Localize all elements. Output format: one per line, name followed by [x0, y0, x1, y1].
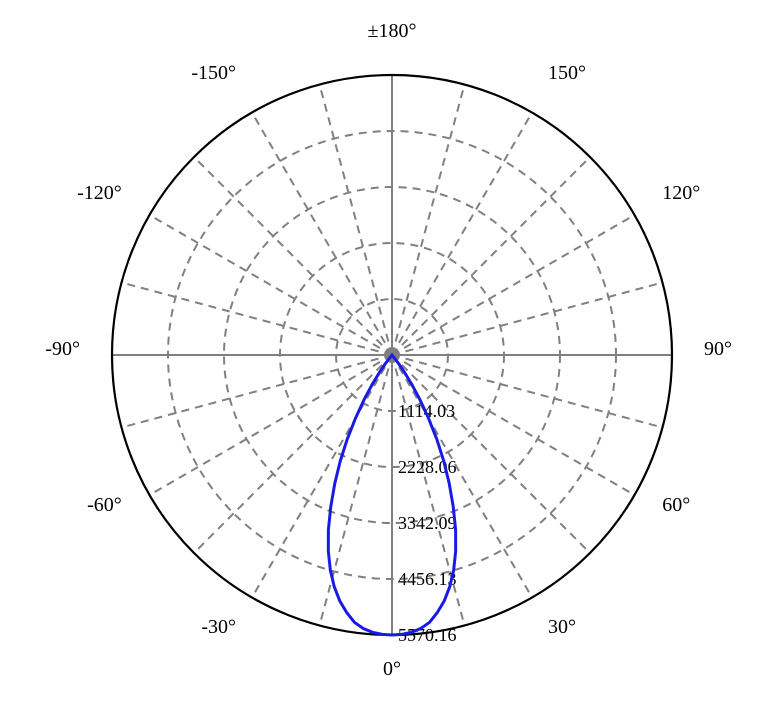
spoke — [320, 85, 392, 355]
spoke — [392, 113, 532, 355]
spoke — [252, 113, 392, 355]
spoke — [194, 157, 392, 355]
spoke — [252, 355, 392, 597]
spoke — [194, 355, 392, 553]
spoke — [392, 283, 662, 355]
angle-label: 150° — [548, 62, 586, 84]
spoke — [392, 85, 464, 355]
angle-label: 30° — [548, 616, 576, 638]
spoke — [320, 355, 392, 625]
ring-label: 4456.13 — [398, 569, 457, 589]
spoke — [392, 215, 634, 355]
angle-label: -90° — [45, 338, 80, 360]
ring-label: 3342.09 — [398, 513, 457, 533]
angle-label: 60° — [662, 494, 690, 516]
angle-label: ±180° — [368, 20, 417, 42]
angle-label: -60° — [87, 494, 122, 516]
angle-label: 90° — [704, 338, 732, 360]
spoke — [392, 157, 590, 355]
angle-label: -150° — [191, 62, 236, 84]
angle-label: 0° — [383, 658, 401, 680]
spoke — [150, 215, 392, 355]
ring-label: 5570.16 — [398, 625, 457, 645]
polar-chart: 1114.032228.063342.094456.135570.16±180°… — [0, 0, 784, 711]
spoke — [122, 355, 392, 427]
spoke — [122, 283, 392, 355]
angle-label: -120° — [77, 182, 122, 204]
angle-label: -30° — [201, 616, 236, 638]
angle-label: 120° — [662, 182, 700, 204]
spoke — [150, 355, 392, 495]
